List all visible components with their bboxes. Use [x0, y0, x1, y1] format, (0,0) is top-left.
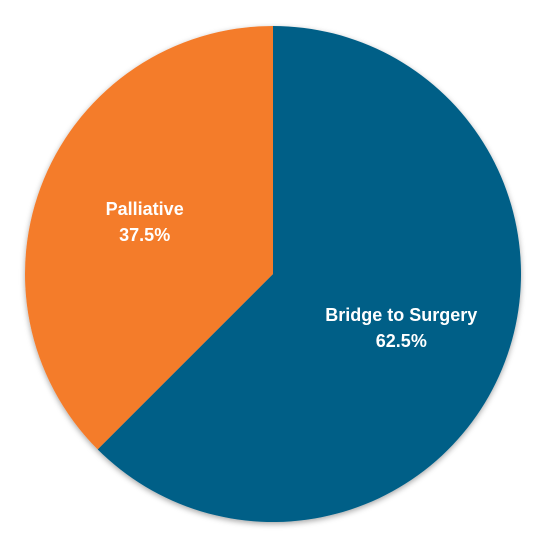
- slice-value-label: 62.5%: [376, 331, 427, 351]
- slice-category-label: Bridge to Surgery: [325, 305, 477, 325]
- pie-slice-bridge-to-surgery: [97, 26, 522, 522]
- slice-category-label: Palliative: [106, 199, 184, 219]
- pie-slice-palliative: [25, 26, 274, 450]
- slice-value-label: 37.5%: [119, 225, 170, 245]
